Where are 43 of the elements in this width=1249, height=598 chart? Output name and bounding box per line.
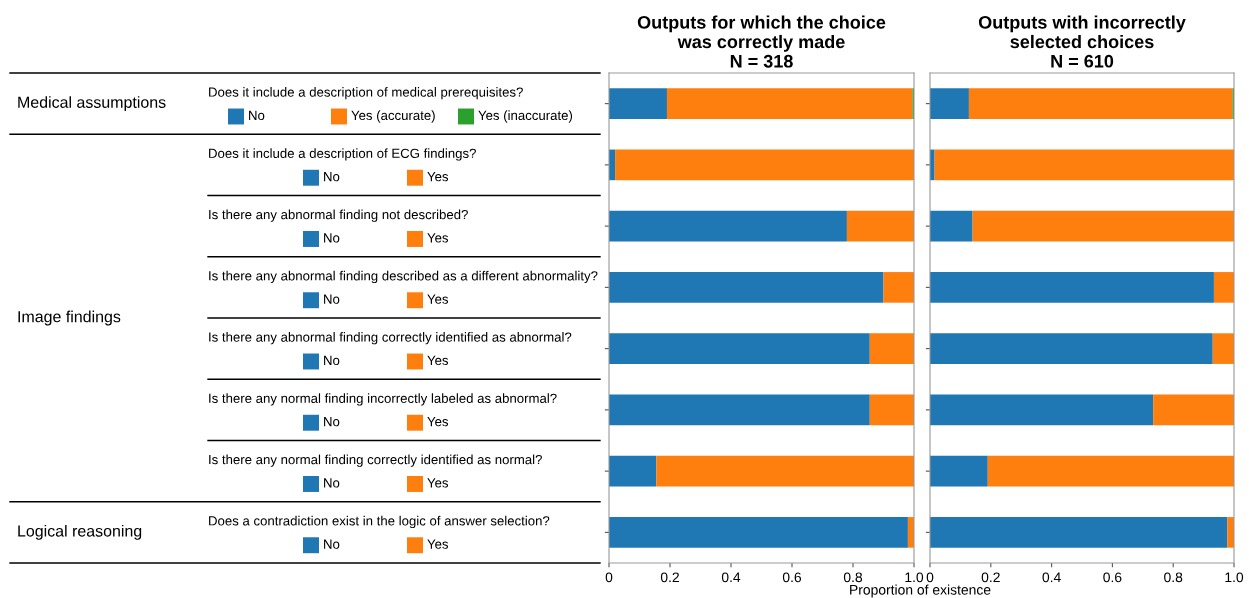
x-tick-label: 0.6 [1103, 572, 1122, 583]
y-tick-label: Is there any abnormal finding correctly identified as abnormal? [209, 332, 572, 345]
x-tick-label: 0.8 [1164, 572, 1183, 583]
y-tick-label: Does a contradiction exist in the logic of answer selection? [209, 515, 550, 529]
text: No [324, 294, 340, 304]
x-tick-label: 0 [926, 572, 934, 583]
y-tick-label: Is there any normal finding incorrectly labeled as abnormal? [209, 393, 557, 406]
text: Yes [427, 355, 449, 366]
text: No [324, 417, 340, 427]
legend-label: No [324, 172, 340, 182]
y-tick-label: Is there any abnormal finding not described? [209, 209, 468, 222]
legend-label: Yes (inaccurate) [478, 110, 573, 123]
legend-label: Yes [427, 172, 449, 182]
x-tick-label: 0.4 [721, 572, 741, 583]
x-axis-title: Proportion of existence [850, 584, 991, 598]
y-tick-label: Is there any abnormal finding described as a different abnormality? [209, 270, 598, 284]
text: No [324, 355, 340, 366]
text: Medical assumptions [18, 96, 166, 112]
x-tick-label: 1.0 [1225, 572, 1244, 583]
x-tick-label: 0.4 [1042, 572, 1061, 583]
y-tick-label: Is there any normal finding correctly identified as normal? [209, 454, 542, 467]
x-tick-label: 0.2 [981, 572, 1000, 583]
text: No [324, 478, 340, 488]
text: Image findings [18, 310, 121, 326]
text: Yes [427, 478, 449, 488]
x-tick-label: 0 [605, 572, 613, 583]
legend-label: Yes (accurate) [351, 110, 435, 123]
chart-title: Outputs with incorrectly selected choices N = 610 [978, 15, 1186, 68]
text: No [324, 233, 340, 243]
y-tick-label: Does it include a description of medical prerequisites? [209, 87, 523, 100]
text: Yes [427, 233, 449, 243]
text: Yes [427, 294, 449, 304]
y-tick-label: Does it include a description of ECG findings? [209, 148, 476, 161]
text: Yes [427, 539, 449, 549]
text: Yes [427, 417, 449, 427]
text: Logical reasoning [18, 524, 142, 540]
x-tick-label: 0.8 [843, 572, 863, 583]
text: No [324, 539, 340, 549]
x-tick-label: 0.6 [782, 572, 802, 583]
x-tick-label: 1.0 [905, 572, 924, 583]
text: No [249, 110, 265, 121]
x-tick-label: 0.2 [660, 572, 679, 583]
chart-title: Outputs for which the choice was correctly made N = 318 [637, 15, 886, 68]
